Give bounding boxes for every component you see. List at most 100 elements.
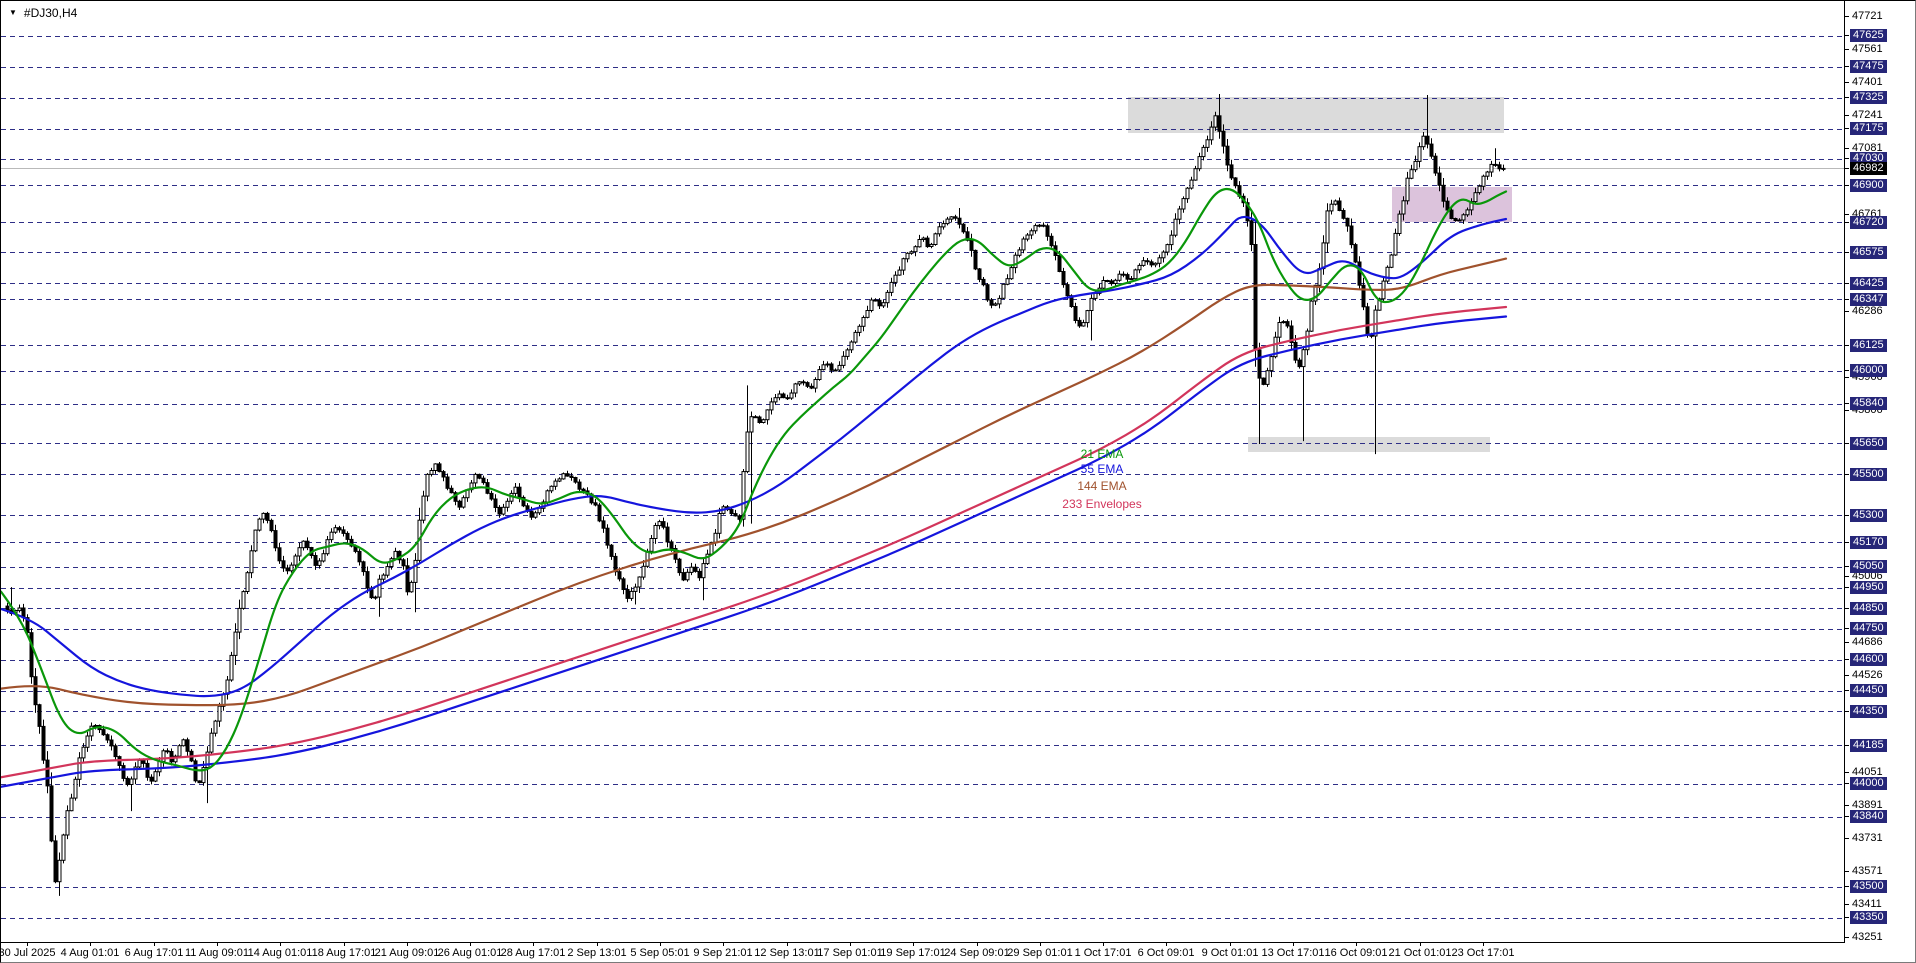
candle-wicks xyxy=(7,94,1504,896)
candle xyxy=(861,317,866,327)
price-chart-svg xyxy=(1,36,1844,919)
axis-tick-mark xyxy=(1845,410,1849,411)
candle xyxy=(737,515,742,520)
candle xyxy=(1217,115,1222,132)
candle xyxy=(261,512,266,520)
candle xyxy=(797,381,802,385)
time-tick-mark xyxy=(344,943,345,946)
candle xyxy=(313,555,318,566)
level-price-label: 44350 xyxy=(1850,705,1887,718)
chart-plot-area[interactable]: ▼ #DJ30,H4 21 EMA 55 EMA 144 EMA 233 Envelo… xyxy=(1,1,1845,942)
candle xyxy=(1165,244,1170,253)
candle xyxy=(877,299,882,307)
candle xyxy=(1153,262,1158,266)
candle xyxy=(713,532,718,543)
candle xyxy=(697,570,702,579)
candle xyxy=(1033,225,1038,232)
supply-zone-upper[interactable] xyxy=(1128,97,1504,133)
candle xyxy=(433,463,438,471)
candle xyxy=(701,563,706,579)
candle xyxy=(365,571,370,589)
axis-tick-mark xyxy=(1845,917,1849,918)
symbol-selector[interactable]: ▼ #DJ30,H4 xyxy=(9,6,77,20)
candle xyxy=(393,550,398,560)
level-price-label: 43840 xyxy=(1850,810,1887,823)
candle xyxy=(781,393,786,399)
candle xyxy=(201,767,206,784)
candle xyxy=(1409,169,1414,179)
candle xyxy=(1253,244,1258,351)
candle xyxy=(81,746,86,759)
level-price-label: 46575 xyxy=(1850,246,1887,259)
level-price-label: 44750 xyxy=(1850,622,1887,635)
candle xyxy=(65,810,70,836)
time-tick-mark xyxy=(1230,943,1231,946)
dropdown-arrow-icon: ▼ xyxy=(9,8,17,17)
candle xyxy=(841,355,846,366)
candle xyxy=(337,527,342,531)
candle xyxy=(621,578,626,591)
candle xyxy=(457,500,462,508)
candle xyxy=(489,492,494,500)
candle xyxy=(609,544,614,557)
candle xyxy=(1177,208,1182,220)
candle xyxy=(565,473,570,477)
axis-tick-mark xyxy=(1845,515,1849,516)
candle xyxy=(481,477,486,484)
candle xyxy=(29,632,34,678)
candle xyxy=(1025,234,1030,240)
candle xyxy=(1137,264,1142,271)
level-price-label: 43350 xyxy=(1850,911,1887,924)
time-tick-label: 13 Oct 17:01 xyxy=(1261,947,1325,959)
candle xyxy=(197,780,202,784)
candle xyxy=(1305,330,1310,351)
level-price-label: 44600 xyxy=(1850,653,1887,666)
price-axis[interactable]: 47721 47561 47401 47241 47081 46761 46286 45966… xyxy=(1845,1,1915,943)
candle xyxy=(329,531,334,541)
candle xyxy=(85,735,90,748)
candle xyxy=(905,252,910,260)
candle xyxy=(885,291,890,304)
candle xyxy=(761,419,766,424)
candle xyxy=(1429,143,1434,157)
candle xyxy=(601,520,606,529)
time-tick-label: 21 Oct 01:01 xyxy=(1388,947,1452,959)
demand-zone-lower[interactable] xyxy=(1248,437,1490,452)
time-tick-mark xyxy=(723,943,724,946)
level-price-label: 44185 xyxy=(1850,739,1887,752)
candle xyxy=(1045,225,1050,237)
candle xyxy=(357,550,362,563)
candle xyxy=(517,486,522,498)
candle xyxy=(1349,225,1354,246)
time-axis[interactable]: 30 Jul 2025 4 Aug 01:01 6 Aug 17:01 11 Aug … xyxy=(1,942,1845,962)
time-tick-mark xyxy=(787,943,788,946)
candle xyxy=(1005,278,1010,285)
candle xyxy=(441,471,446,478)
axis-tick-mark xyxy=(1845,587,1849,588)
level-price-label: 47030 xyxy=(1850,152,1887,165)
candle xyxy=(317,560,322,566)
axis-tick-mark xyxy=(1845,49,1849,50)
candle xyxy=(1209,126,1214,141)
time-tick-mark xyxy=(154,943,155,946)
candle xyxy=(1197,156,1202,170)
price-tick-label: 47081 xyxy=(1852,142,1883,154)
legend-entry-4: 233 Envelopes xyxy=(1062,497,1142,511)
candle xyxy=(1149,261,1154,266)
time-tick-mark xyxy=(977,943,978,946)
candle xyxy=(1385,266,1390,282)
axis-tick-mark xyxy=(1845,474,1849,475)
time-tick-mark xyxy=(407,943,408,946)
ema21-line xyxy=(1,187,1508,772)
ema144-line xyxy=(1,257,1508,707)
candle xyxy=(1157,257,1162,264)
axis-tick-mark xyxy=(1845,185,1849,186)
candle xyxy=(1473,192,1478,203)
candle xyxy=(957,217,962,225)
price-tick-label: 44526 xyxy=(1852,669,1883,681)
candle xyxy=(1317,268,1322,286)
axis-tick-mark xyxy=(1845,783,1849,784)
time-tick-label: 23 Oct 17:01 xyxy=(1451,947,1515,959)
candle xyxy=(745,431,750,473)
time-tick-label: 1 Oct 17:01 xyxy=(1074,947,1132,959)
